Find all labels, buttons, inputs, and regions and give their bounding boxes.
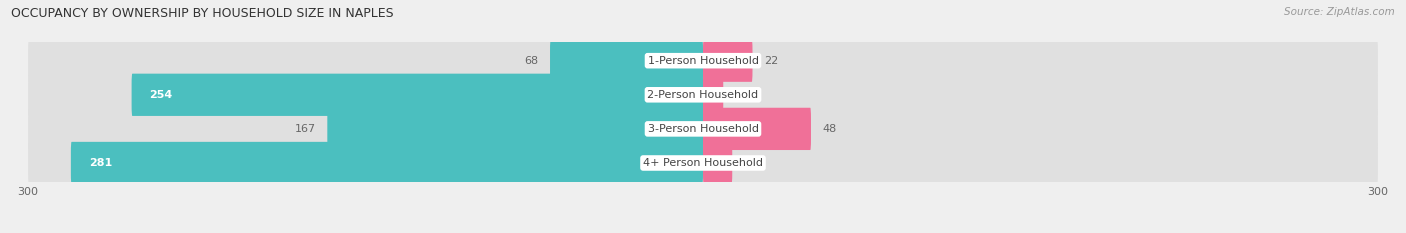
Text: 4+ Person Household: 4+ Person Household	[643, 158, 763, 168]
FancyBboxPatch shape	[132, 74, 703, 116]
Text: 68: 68	[524, 56, 538, 66]
Text: 3-Person Household: 3-Person Household	[648, 124, 758, 134]
Text: 13: 13	[744, 158, 758, 168]
Text: 9: 9	[734, 90, 741, 100]
Text: 167: 167	[295, 124, 316, 134]
Text: OCCUPANCY BY OWNERSHIP BY HOUSEHOLD SIZE IN NAPLES: OCCUPANCY BY OWNERSHIP BY HOUSEHOLD SIZE…	[11, 7, 394, 20]
FancyBboxPatch shape	[550, 40, 703, 82]
FancyBboxPatch shape	[70, 142, 703, 184]
Text: 48: 48	[823, 124, 837, 134]
Text: 254: 254	[149, 90, 173, 100]
FancyBboxPatch shape	[703, 142, 733, 184]
Legend: Owner-occupied, Renter-occupied: Owner-occupied, Renter-occupied	[575, 232, 831, 233]
FancyBboxPatch shape	[28, 108, 1378, 150]
Text: Source: ZipAtlas.com: Source: ZipAtlas.com	[1284, 7, 1395, 17]
FancyBboxPatch shape	[28, 74, 1378, 116]
FancyBboxPatch shape	[328, 108, 703, 150]
FancyBboxPatch shape	[703, 74, 723, 116]
FancyBboxPatch shape	[703, 108, 811, 150]
Text: 281: 281	[89, 158, 112, 168]
Text: 1-Person Household: 1-Person Household	[648, 56, 758, 66]
Text: 22: 22	[763, 56, 778, 66]
FancyBboxPatch shape	[28, 142, 1378, 184]
FancyBboxPatch shape	[28, 40, 1378, 82]
FancyBboxPatch shape	[703, 40, 752, 82]
Text: 2-Person Household: 2-Person Household	[647, 90, 759, 100]
